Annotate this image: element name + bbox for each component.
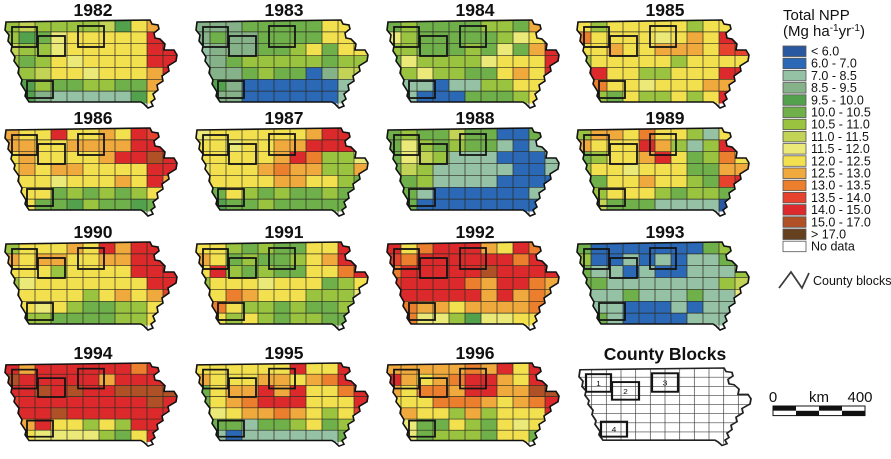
svg-text:1995: 1995 [265,343,304,363]
svg-text:1985: 1985 [646,0,685,20]
svg-text:No data: No data [811,240,855,254]
svg-text:> 17.0: > 17.0 [811,228,846,242]
svg-text:7.0 - 8.5: 7.0 - 8.5 [811,69,857,83]
svg-text:6.0 - 7.0: 6.0 - 7.0 [811,57,857,71]
svg-text:1994: 1994 [74,343,113,363]
svg-text:1989: 1989 [646,108,685,128]
svg-text:9.5 - 10.0: 9.5 - 10.0 [811,93,864,107]
svg-text:8.5 - 9.5: 8.5 - 9.5 [811,81,857,95]
svg-text:Total NPP: Total NPP [783,7,850,24]
svg-text:13.5 - 14.0: 13.5 - 14.0 [811,191,871,205]
svg-text:< 6.0: < 6.0 [811,45,839,59]
svg-text:12.0 - 12.5: 12.0 - 12.5 [811,154,871,168]
svg-text:400: 400 [847,389,872,406]
svg-text:15.0 - 17.0: 15.0 - 17.0 [811,215,871,229]
svg-text:1986: 1986 [74,108,113,128]
svg-text:County blocks: County blocks [813,274,891,288]
svg-text:1984: 1984 [456,0,495,20]
svg-text:0: 0 [769,389,777,406]
svg-text:11.0 - 11.5: 11.0 - 11.5 [811,130,869,144]
svg-text:10.0 - 10.5: 10.0 - 10.5 [811,106,871,120]
svg-text:10.5 - 11.0: 10.5 - 11.0 [811,118,870,132]
svg-text:1983: 1983 [265,0,304,20]
svg-text:2: 2 [623,387,628,395]
svg-text:11.5 - 12.0: 11.5 - 12.0 [811,142,870,156]
svg-text:12.5 - 13.0: 12.5 - 13.0 [811,167,871,181]
svg-text:13.0 - 13.5: 13.0 - 13.5 [811,179,871,193]
svg-text:1982: 1982 [74,0,113,20]
svg-text:County Blocks: County Blocks [604,344,727,364]
svg-text:1990: 1990 [74,222,113,242]
svg-text:14.0 - 15.0: 14.0 - 15.0 [811,203,871,217]
svg-text:1: 1 [596,380,601,388]
svg-text:1993: 1993 [646,222,685,242]
svg-text:3: 3 [663,379,668,387]
svg-text:1988: 1988 [456,108,495,128]
svg-text:1991: 1991 [265,222,304,242]
svg-text:4: 4 [612,426,617,434]
svg-text:1992: 1992 [456,222,495,242]
svg-text:1987: 1987 [265,108,304,128]
svg-text:1996: 1996 [456,343,495,363]
svg-text:(Mg ha-1yr-1): (Mg ha-1yr-1) [783,23,865,41]
svg-text:km: km [809,389,829,406]
